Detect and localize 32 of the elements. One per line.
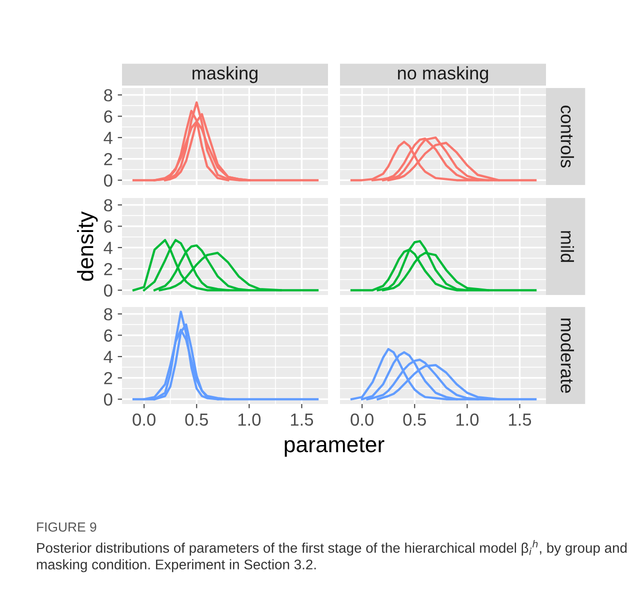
chart-title: no masking bbox=[398, 66, 488, 84]
x-tick-label: 1.0 bbox=[456, 413, 479, 426]
y-tick-label: 2 bbox=[104, 153, 112, 166]
y-tick-label: 6 bbox=[104, 220, 112, 233]
y-tick-label: 8 bbox=[104, 199, 112, 212]
y2-axis-title: mild bbox=[560, 231, 574, 262]
y-axis-title: density bbox=[77, 211, 98, 281]
y-tick-label: 8 bbox=[104, 89, 112, 102]
x-tick-label: 1.0 bbox=[238, 413, 261, 426]
x-axis-title: parameter bbox=[284, 438, 384, 457]
x-tick-label: 0.5 bbox=[185, 413, 208, 426]
y-tick-label: 8 bbox=[104, 308, 112, 320]
y-tick-label: 4 bbox=[104, 242, 112, 254]
x-tick-label: 0.0 bbox=[132, 413, 156, 426]
y-tick-label: 0 bbox=[104, 393, 112, 406]
y-tick-label: 0 bbox=[104, 174, 112, 187]
text: Posterior distributions of parameters of the first stage of the hierarchical model β$_{i}$$^{h}$, by group and masking condition. Experiment in Section 3.2. bbox=[36, 540, 627, 572]
x-tick-label: 0.5 bbox=[403, 413, 426, 426]
y-tick-label: 0 bbox=[104, 284, 112, 297]
y-tick-label: 4 bbox=[104, 132, 112, 144]
x-tick-label: 1.5 bbox=[508, 414, 532, 426]
y-tick-label: 6 bbox=[104, 329, 112, 342]
chart-title: masking bbox=[192, 66, 258, 84]
caption: FIGURE 9 bbox=[37, 522, 96, 532]
x-tick-label: 0.0 bbox=[350, 413, 374, 426]
y2-axis-title: moderate bbox=[560, 318, 574, 393]
x-tick-label: 1.5 bbox=[290, 414, 314, 426]
y-tick-label: 2 bbox=[104, 372, 112, 384]
y-tick-label: 6 bbox=[104, 110, 112, 123]
y-tick-label: 4 bbox=[104, 350, 112, 363]
y-tick-label: 2 bbox=[104, 263, 112, 276]
y2-axis-title: controls bbox=[560, 106, 574, 168]
